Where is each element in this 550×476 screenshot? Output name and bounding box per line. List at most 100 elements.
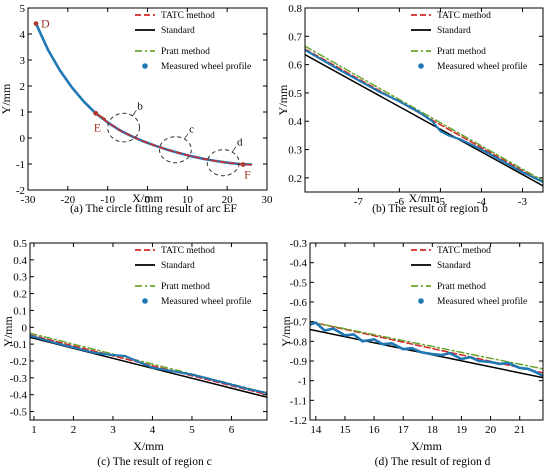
series-group (30, 332, 267, 398)
y-tick-label: 0 (22, 322, 28, 334)
y-tick-label: 0.4 (13, 255, 27, 267)
point-marker-d (33, 21, 39, 26)
y-tick-label: 5 (20, 3, 26, 15)
x-tick-label: 30 (262, 194, 274, 206)
x-tick-label: -4 (477, 196, 487, 208)
y-tick-label: 0.8 (288, 3, 302, 15)
y-axis-label: Y/mm (0, 83, 13, 114)
legend-label: Standard (437, 26, 471, 36)
series-line-tatc-method (30, 334, 267, 396)
y-tick-label: -0.4 (10, 390, 28, 402)
point-marker-f (240, 162, 246, 167)
x-axis-label: X/mm (409, 191, 440, 205)
axes-frame (29, 242, 268, 421)
region-label-d: d (237, 137, 243, 149)
x-tick-label: 15 (339, 424, 351, 436)
x-tick-label: 2 (71, 424, 77, 436)
y-tick-label: -1 (16, 159, 25, 171)
y-tick-label: 1 (20, 107, 26, 119)
y-tick-label: -1.2 (290, 415, 307, 427)
point-label-d: D (41, 17, 50, 31)
panel-caption: (a) The circle fitting result of arc EF (70, 203, 237, 215)
x-tick-label: 16 (369, 424, 381, 436)
panel-b: -7 -6 -5 -4 -3 0.2 0.3 0.4 0.5 0.6 0.7 0.8 X/mm Y/mm (… (276, 3, 544, 215)
legend-label: TATC method (161, 11, 215, 21)
panel-c: 1 2 3 4 5 6 -0.5 -0.4 -0.3 -0.2 -0.1 0 0.1 0.2 0.3 0.4 0… (1, 238, 268, 468)
y-tick-label: 0.3 (13, 272, 27, 284)
region-ellipse-b (107, 112, 141, 143)
legend-marker (142, 298, 148, 304)
point-label-f: F (244, 168, 251, 182)
series-line-pratt-method (310, 320, 543, 370)
x-tick-label: 20 (222, 194, 234, 206)
x-tick-label: -3 (518, 196, 528, 208)
x-tick-label: 6 (229, 424, 235, 436)
y-tick-label: -0.5 (10, 407, 28, 419)
y-tick-label: 0.5 (288, 88, 302, 100)
legend: TATC method Standard Pratt method Measured … (135, 246, 251, 307)
legend-label: Standard (437, 261, 471, 271)
y-tick-label: 0.1 (13, 305, 27, 317)
panel-d: 14 15 16 17 18 19 20 21 -1.2 -1.1 -1 -0.9 -0.8 -0.7 -0… (279, 238, 544, 468)
x-tick-label: 17 (398, 424, 410, 436)
legend-label: TATC method (437, 246, 491, 256)
x-tick-label: -10 (100, 194, 115, 206)
legend-label: TATC method (437, 11, 491, 21)
x-tick-label: 1 (31, 424, 37, 436)
panel-caption: (c) The result of region c (97, 456, 211, 468)
y-tick-label: -0.1 (10, 339, 27, 351)
point-label-e: E (94, 120, 101, 134)
panel-caption: (b) The result of region b (372, 203, 488, 215)
legend-label: Pratt method (161, 47, 210, 57)
y-tick-label: -0.6 (290, 297, 308, 309)
x-tick-label: 20 (485, 424, 497, 436)
y-tick-label: -0.3 (290, 238, 308, 250)
region-label-b: b (137, 100, 143, 112)
y-tick-label: -2 (16, 185, 25, 197)
x-tick-label: -6 (395, 196, 405, 208)
y-tick-label: 0.2 (13, 289, 27, 301)
series-line-tatc-method (94, 112, 252, 166)
legend-label: Standard (161, 26, 195, 36)
legend-label: Pratt method (437, 47, 486, 57)
y-tick-label: -0.2 (10, 356, 27, 368)
series-line-pratt-method (30, 332, 267, 394)
legend-marker (418, 63, 424, 69)
series-line-standard (305, 53, 543, 187)
axes-frame (309, 242, 544, 421)
x-tick-label: -5 (436, 196, 446, 208)
series-line-pratt-method (305, 45, 543, 182)
legend: TATC method Standard Pratt method Measured … (411, 11, 527, 72)
x-tick-label: 21 (514, 424, 525, 436)
y-axis-label: Y/mm (276, 84, 290, 115)
series-line-measured-wheel-profile (305, 48, 543, 184)
series-group (34, 22, 253, 166)
legend-label: TATC method (161, 246, 215, 256)
x-tick-label: 3 (110, 424, 116, 436)
region-pointer-c (183, 133, 189, 140)
legend-marker (142, 63, 148, 69)
x-tick-label: 14 (310, 424, 322, 436)
legend: TATC method Standard Pratt method Measured … (135, 11, 251, 72)
y-tick-label: 0.5 (13, 238, 27, 250)
y-tick-label: -0.3 (10, 373, 28, 385)
point-e-pointer (95, 112, 107, 120)
x-tick-label: 18 (427, 424, 439, 436)
x-axis-label: X/mm (132, 191, 163, 205)
y-axis-label: Y/mm (1, 316, 15, 347)
y-tick-label: 0.2 (288, 173, 302, 185)
legend: TATC method Standard Pratt method Measured … (411, 246, 527, 307)
x-tick-label: 0 (145, 194, 151, 206)
y-tick-label: -0.9 (290, 356, 308, 368)
region-pointer-b (132, 110, 137, 117)
y-tick-label: -0.7 (290, 317, 308, 329)
x-tick-label: -7 (354, 196, 364, 208)
y-tick-label: -0.4 (290, 258, 308, 270)
region-ellipse-c (158, 136, 192, 164)
y-axis-label: Y/mm (279, 316, 293, 347)
region-label-c: c (189, 124, 194, 136)
y-tick-label: 0.6 (288, 60, 302, 72)
legend-label: Standard (161, 261, 195, 271)
x-tick-label: 4 (150, 424, 156, 436)
legend-marker (418, 298, 424, 304)
